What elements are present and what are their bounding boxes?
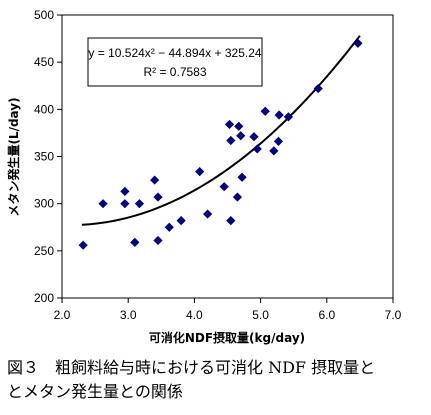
data-point bbox=[353, 38, 363, 48]
data-point bbox=[120, 186, 130, 197]
data-point bbox=[274, 110, 284, 120]
data-point bbox=[195, 166, 205, 177]
r-squared: R² = 0.7583 bbox=[143, 65, 206, 79]
data-point bbox=[249, 132, 259, 142]
trendline-equation: y = 10.524x² − 44.894x + 325.24 bbox=[88, 46, 261, 60]
y-tick-label: 500 bbox=[34, 8, 54, 22]
y-axis-ticks: 200 250 300 350 400 450 500 bbox=[34, 8, 62, 305]
data-point bbox=[130, 237, 140, 247]
data-point bbox=[176, 216, 186, 226]
y-tick-label: 350 bbox=[34, 150, 54, 164]
data-point bbox=[224, 119, 235, 130]
equation-box: y = 10.524x² − 44.894x + 325.24 R² = 0.7… bbox=[87, 37, 263, 87]
y-axis-title: メタン発生量(L/day) bbox=[6, 97, 21, 216]
data-point bbox=[226, 216, 236, 226]
y-tick-label: 200 bbox=[34, 291, 54, 305]
data-point bbox=[120, 199, 130, 209]
data-point bbox=[269, 146, 279, 156]
data-point bbox=[153, 192, 163, 202]
data-point bbox=[236, 131, 246, 141]
data-points bbox=[78, 38, 363, 250]
y-tick-label: 450 bbox=[34, 55, 54, 69]
x-tick-label: 5.0 bbox=[252, 308, 269, 322]
caption-line-1: 図３ 粗飼料給与時における可消化 NDF 摂取量と bbox=[7, 358, 376, 377]
data-point bbox=[252, 144, 262, 154]
trendline bbox=[81, 35, 361, 226]
data-point bbox=[234, 121, 244, 131]
data-point bbox=[260, 106, 270, 116]
y-tick-label: 250 bbox=[34, 244, 54, 258]
x-axis-title: 可消化NDF摂取量(kg/day) bbox=[149, 330, 305, 345]
y-tick-label: 300 bbox=[34, 197, 54, 211]
data-point bbox=[203, 209, 213, 219]
data-point bbox=[226, 135, 236, 146]
equation-box-frame bbox=[87, 37, 263, 87]
data-point bbox=[219, 182, 229, 192]
data-point bbox=[283, 112, 294, 122]
data-point bbox=[153, 235, 163, 246]
data-point bbox=[232, 192, 243, 202]
figure-caption: 図３ 粗飼料給与時における可消化 NDF 摂取量と とメタン発生量との関係 bbox=[7, 356, 427, 404]
data-point bbox=[150, 175, 160, 185]
x-tick-label: 7.0 bbox=[385, 308, 402, 322]
data-point bbox=[134, 199, 145, 209]
x-tick-label: 3.0 bbox=[120, 308, 137, 322]
data-point bbox=[98, 199, 108, 209]
x-tick-label: 6.0 bbox=[318, 308, 335, 322]
y-tick-label: 400 bbox=[34, 102, 54, 116]
data-point bbox=[273, 136, 284, 147]
data-point bbox=[78, 240, 88, 250]
x-tick-label: 2.0 bbox=[54, 308, 71, 322]
data-point bbox=[313, 83, 323, 94]
data-point bbox=[237, 172, 247, 182]
caption-line-2: とメタン発生量との関係 bbox=[7, 382, 183, 401]
scatter-chart: 200 250 300 350 400 450 500 2.0 3.0 4.0 5.0 6.0 7.0… bbox=[6, 8, 402, 345]
x-tick-label: 4.0 bbox=[186, 308, 203, 322]
data-point bbox=[164, 222, 174, 232]
x-axis-ticks: 2.0 3.0 4.0 5.0 6.0 7.0 bbox=[54, 298, 402, 322]
